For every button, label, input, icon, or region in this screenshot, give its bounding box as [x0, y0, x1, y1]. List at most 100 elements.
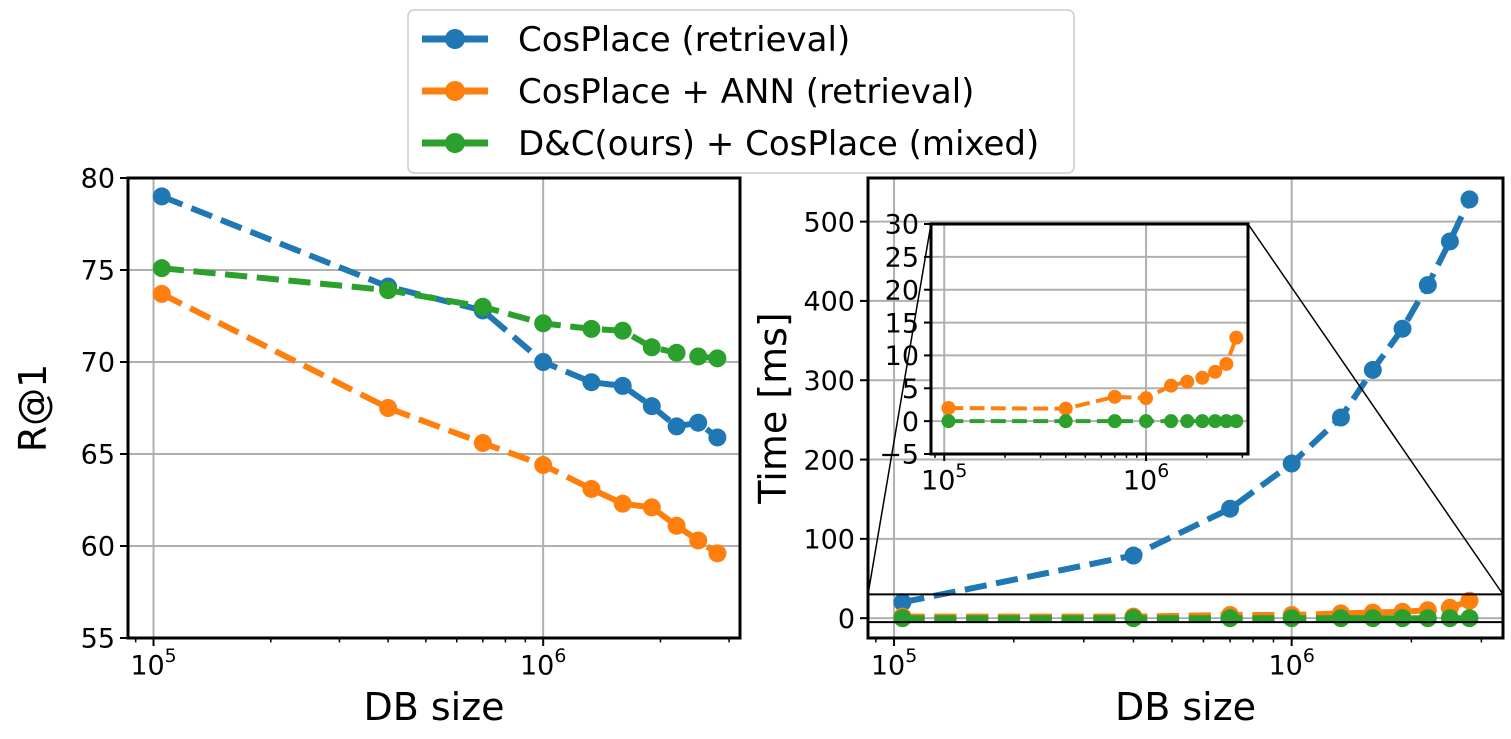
data-point [708, 544, 727, 563]
x-tick-exponent: 6 [1157, 460, 1169, 482]
data-point [1124, 609, 1143, 628]
x-tick-base: 10 [921, 465, 955, 496]
y-tick-label: 80 [81, 164, 115, 195]
data-point [1208, 414, 1223, 429]
data-point [152, 284, 171, 303]
data-point [1363, 609, 1382, 628]
data-point [1107, 389, 1122, 404]
time-inset-series [941, 330, 1244, 429]
data-point [379, 399, 398, 417]
data-point [1460, 190, 1479, 209]
data-point [534, 314, 553, 333]
data-point [1219, 356, 1234, 371]
y-tick-label: 0 [838, 604, 855, 635]
x-tick-base: 10 [520, 650, 554, 681]
x-tick-base: 10 [871, 650, 905, 681]
data-point [152, 187, 171, 206]
data-point [613, 321, 632, 340]
data-point [1180, 374, 1195, 389]
data-point [1139, 391, 1154, 406]
data-point [534, 353, 553, 371]
y-tick-label: 65 [81, 440, 115, 471]
data-point [473, 297, 492, 316]
data-point [1440, 609, 1459, 628]
data-point [941, 414, 956, 429]
data-point [1229, 330, 1244, 345]
recall-plot-area [128, 178, 740, 638]
data-point [582, 319, 601, 338]
y-tick-label: 200 [803, 445, 855, 476]
y-tick-label: 70 [81, 348, 115, 379]
data-point [1393, 319, 1412, 338]
x-tick-label: 105 [130, 645, 176, 681]
legend-frame [407, 9, 1075, 174]
y-tick-label: 30 [885, 210, 919, 241]
legend-label: D&C(ours) + CosPlace (mixed) [518, 124, 1039, 164]
data-point [613, 494, 632, 513]
x-tick-base: 10 [1123, 465, 1157, 496]
data-point [1221, 499, 1240, 518]
data-point [1195, 414, 1210, 429]
data-point [1180, 414, 1195, 429]
data-point [689, 347, 708, 366]
y-tick-label: 0 [902, 407, 919, 438]
data-point [1363, 360, 1382, 379]
data-point [473, 433, 492, 452]
recall-axes-frame [126, 176, 742, 640]
zoom-connector-right [1247, 223, 1504, 595]
data-point [534, 456, 553, 475]
time-x-axis-title: DB size [1115, 685, 1256, 729]
data-point [642, 397, 661, 416]
legend-marker [445, 133, 465, 153]
x-tick-exponent: 5 [165, 645, 177, 667]
data-point [642, 338, 661, 357]
x-tick-label: 106 [1123, 460, 1169, 496]
y-tick-label: 25 [885, 243, 919, 274]
data-point [667, 417, 686, 436]
data-point [1282, 609, 1301, 628]
data-point [1195, 370, 1210, 385]
data-point [1331, 609, 1350, 628]
y-tick-label: 75 [81, 256, 115, 287]
data-point [642, 498, 661, 517]
time-axes-frame [866, 176, 1505, 640]
data-point [1418, 609, 1437, 628]
y-tick-label: 15 [885, 308, 919, 339]
data-point [1058, 414, 1073, 429]
data-point [152, 259, 171, 278]
data-point [1164, 378, 1179, 393]
series-line [161, 265, 718, 362]
data-point [1107, 414, 1122, 429]
data-point [1139, 414, 1154, 429]
x-tick-base: 10 [130, 650, 164, 681]
data-point [941, 401, 956, 415]
y-tick-label: 10 [885, 341, 919, 372]
data-point [1460, 609, 1479, 628]
y-tick-label: 500 [803, 207, 855, 238]
data-point [582, 479, 601, 498]
recall-y-axis-title: R@1 [11, 364, 55, 453]
legend-marker [445, 81, 465, 101]
data-point [1221, 609, 1240, 628]
data-point [1124, 546, 1143, 565]
data-point [379, 281, 398, 300]
recall-x-axis-title: DB size [363, 685, 504, 729]
data-point [1440, 232, 1459, 251]
data-point [582, 373, 601, 392]
y-tick-label: 20 [885, 275, 919, 306]
time-inset-plot-area [931, 224, 1248, 454]
series-line [901, 198, 1473, 606]
data-point [893, 609, 912, 628]
y-tick-label: 60 [81, 532, 115, 563]
y-tick-label: 55 [81, 624, 115, 655]
x-tick-exponent: 5 [955, 460, 967, 482]
data-point [1164, 414, 1179, 429]
legend-label: CosPlace + ANN (retrieval) [518, 72, 974, 112]
x-tick-label: 106 [520, 645, 566, 681]
legend-label: CosPlace (retrieval) [518, 20, 850, 60]
legend: CosPlace (retrieval) CosPlace + ANN (retr… [407, 9, 1075, 174]
time-y-axis-title: Time [ms] [751, 312, 795, 505]
data-point [1282, 454, 1301, 473]
